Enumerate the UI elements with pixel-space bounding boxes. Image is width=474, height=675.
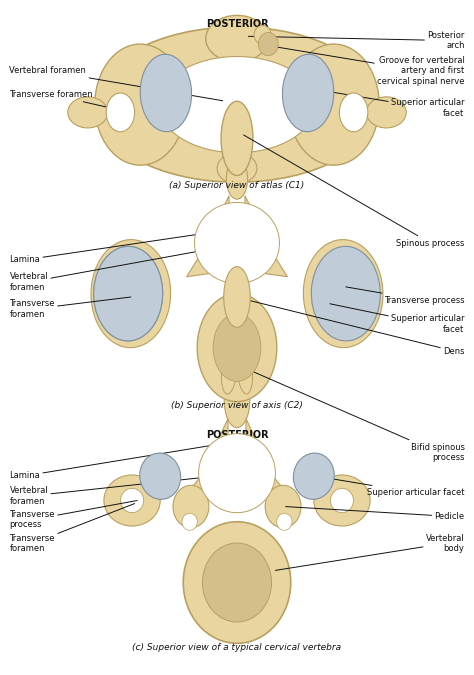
- Ellipse shape: [330, 488, 354, 513]
- Text: Spinous process: Spinous process: [244, 135, 465, 248]
- Text: POSTERIOR: POSTERIOR: [206, 431, 268, 440]
- Ellipse shape: [288, 44, 379, 165]
- Ellipse shape: [339, 93, 368, 132]
- Text: Superior articular facet: Superior articular facet: [316, 477, 465, 497]
- Ellipse shape: [199, 434, 275, 513]
- Ellipse shape: [258, 32, 278, 56]
- Ellipse shape: [106, 93, 135, 132]
- Ellipse shape: [265, 485, 301, 528]
- Ellipse shape: [311, 246, 380, 341]
- Text: Superior articular
facet: Superior articular facet: [330, 304, 465, 333]
- Text: Superior articular
facet: Superior articular facet: [314, 89, 465, 117]
- Text: Vertebral
foramen: Vertebral foramen: [9, 473, 243, 506]
- Polygon shape: [245, 196, 287, 277]
- Text: Vertebral
foramen: Vertebral foramen: [9, 243, 244, 292]
- Text: Vertebral foramen: Vertebral foramen: [9, 66, 223, 101]
- Ellipse shape: [293, 453, 334, 500]
- Ellipse shape: [206, 16, 268, 62]
- Text: Transverse foramen: Transverse foramen: [9, 90, 123, 111]
- Ellipse shape: [217, 153, 257, 184]
- Text: Transverse
foramen: Transverse foramen: [9, 297, 131, 319]
- Text: Bifid spinous
process: Bifid spinous process: [242, 367, 465, 462]
- Ellipse shape: [227, 159, 247, 199]
- Text: (a) Superior view of atlas (C1): (a) Superior view of atlas (C1): [169, 181, 305, 190]
- Text: (b) Superior view of axis (C2): (b) Superior view of axis (C2): [171, 400, 303, 410]
- Ellipse shape: [94, 246, 163, 341]
- Text: Posterior
arch: Posterior arch: [248, 31, 465, 50]
- Text: (c) Superior view of a typical cervical vertebra: (c) Superior view of a typical cervical …: [132, 643, 342, 653]
- Ellipse shape: [159, 57, 315, 153]
- Ellipse shape: [95, 44, 186, 165]
- Polygon shape: [246, 418, 286, 491]
- Ellipse shape: [314, 475, 370, 526]
- Ellipse shape: [254, 26, 271, 44]
- Text: Lamina: Lamina: [9, 233, 208, 265]
- Ellipse shape: [303, 240, 383, 348]
- Ellipse shape: [224, 373, 250, 428]
- Ellipse shape: [202, 543, 272, 622]
- Ellipse shape: [237, 346, 253, 394]
- Ellipse shape: [173, 485, 209, 528]
- Text: Transverse
foramen: Transverse foramen: [9, 504, 135, 553]
- Ellipse shape: [183, 522, 291, 643]
- Text: Vertebral
body: Vertebral body: [275, 534, 465, 570]
- Ellipse shape: [221, 346, 237, 394]
- Ellipse shape: [94, 246, 163, 341]
- Ellipse shape: [95, 27, 379, 182]
- Ellipse shape: [120, 488, 144, 513]
- Ellipse shape: [221, 101, 253, 176]
- Polygon shape: [187, 196, 229, 277]
- Text: Groove for vertebral
artery and first
cervical spinal nerve: Groove for vertebral artery and first ce…: [268, 46, 465, 86]
- Ellipse shape: [68, 97, 108, 128]
- Ellipse shape: [277, 513, 292, 531]
- Text: Pedicle: Pedicle: [286, 506, 465, 521]
- Ellipse shape: [194, 202, 280, 284]
- Text: POSTERIOR: POSTERIOR: [206, 19, 268, 28]
- Ellipse shape: [140, 453, 181, 500]
- Ellipse shape: [104, 475, 160, 526]
- Ellipse shape: [182, 513, 197, 531]
- Text: Lamina: Lamina: [9, 446, 209, 481]
- Text: POSTERIOR: POSTERIOR: [206, 225, 268, 234]
- Ellipse shape: [197, 294, 277, 402]
- Text: Transverse
process: Transverse process: [9, 501, 137, 529]
- Polygon shape: [188, 418, 228, 491]
- Text: Transverse process: Transverse process: [346, 287, 465, 305]
- Text: Dens: Dens: [244, 299, 465, 356]
- Ellipse shape: [224, 267, 250, 327]
- Ellipse shape: [91, 240, 171, 348]
- Ellipse shape: [366, 97, 406, 128]
- Ellipse shape: [213, 314, 261, 381]
- Ellipse shape: [283, 54, 334, 132]
- Ellipse shape: [140, 54, 191, 132]
